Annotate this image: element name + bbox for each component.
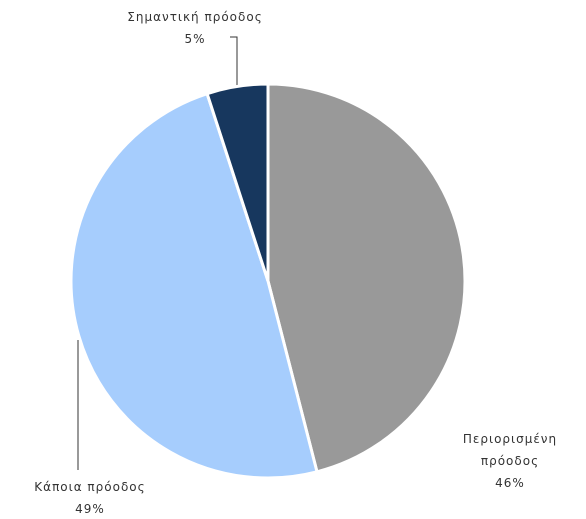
pie-slice	[69, 91, 319, 480]
data-label: Σημαντική πρόοδος 5%	[95, 6, 295, 50]
category-label: Περιορισμένη πρόοδος	[462, 432, 558, 468]
data-label: Κάποια πρόοδος 49%	[0, 476, 180, 519]
value-label: 5%	[184, 32, 206, 46]
category-label: Κάποια πρόοδος	[34, 480, 146, 494]
leader-line	[230, 36, 238, 97]
value-label: 49%	[75, 502, 105, 516]
pie-slice	[266, 82, 467, 474]
pie-slice	[205, 82, 270, 282]
data-label: Περιορισμένη πρόοδος 46%	[455, 428, 565, 494]
category-label: Σημαντική πρόοδος	[127, 10, 263, 24]
value-label: 46%	[495, 476, 525, 490]
